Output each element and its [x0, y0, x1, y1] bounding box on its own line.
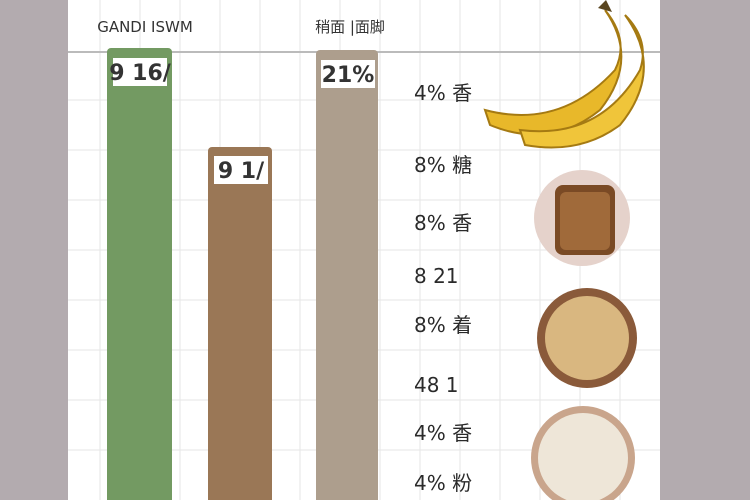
side-label: 4% 香: [414, 421, 472, 445]
side-label: 8% 香: [414, 211, 472, 235]
bar: [316, 50, 378, 500]
side-label: 8% 糖: [414, 153, 472, 177]
bowl: [531, 406, 635, 500]
header-right: 稍面 |面脚: [315, 18, 385, 36]
banana: [483, 0, 645, 149]
side-label: 4% 香: [414, 81, 472, 105]
side-label: 48 1: [414, 373, 459, 397]
side-label: 4% 粉: [414, 471, 472, 495]
side-label: 8% 着: [414, 313, 472, 337]
toast: [534, 170, 630, 266]
label-box: [214, 156, 268, 184]
bar: [208, 147, 272, 500]
oats-bowl: [537, 288, 637, 388]
label-box: [113, 58, 167, 86]
label-box: [321, 60, 375, 88]
header-left: GANDI ISWM: [97, 18, 193, 36]
bar-label: 21%: [322, 63, 375, 88]
bar-label: 9 1/: [218, 159, 265, 184]
side-labels: 4% 香 8% 糖 8% 香 8 21 8% 着 48 1 4% 香 4% 粉: [414, 81, 472, 495]
bar: [107, 48, 172, 500]
bar-label: 9 16/: [109, 61, 172, 86]
side-label: 8 21: [414, 264, 459, 288]
